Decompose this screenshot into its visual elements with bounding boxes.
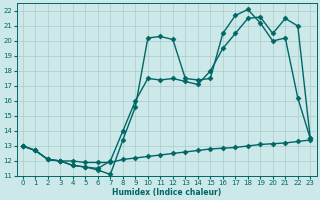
X-axis label: Humidex (Indice chaleur): Humidex (Indice chaleur) (112, 188, 221, 197)
